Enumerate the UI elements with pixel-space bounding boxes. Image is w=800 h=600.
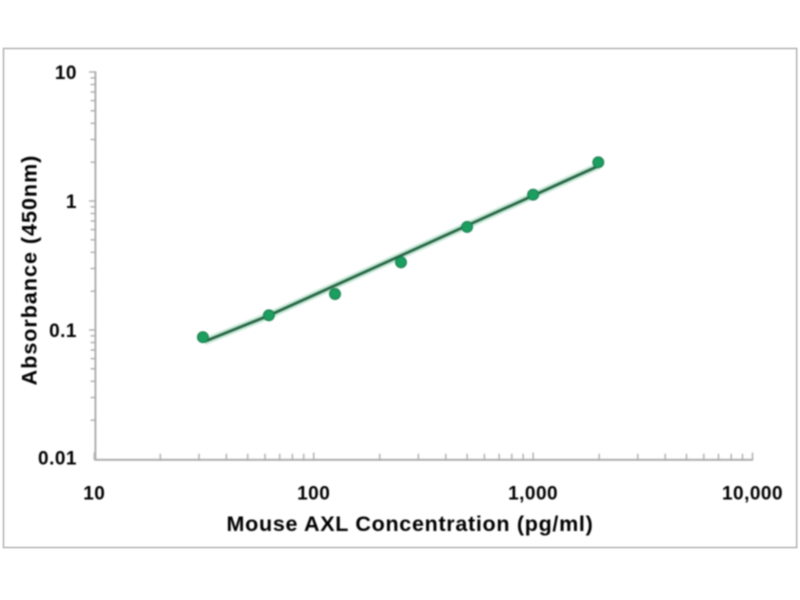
svg-text:1,000: 1,000	[508, 484, 558, 505]
svg-text:10: 10	[55, 63, 77, 84]
svg-text:0.01: 0.01	[38, 448, 77, 469]
svg-text:Absorbance (450nm): Absorbance (450nm)	[18, 155, 42, 386]
svg-text:10,000: 10,000	[722, 484, 783, 505]
svg-text:100: 100	[297, 484, 330, 505]
svg-text:0.1: 0.1	[49, 321, 77, 342]
svg-text:10: 10	[83, 484, 105, 505]
svg-text:1: 1	[66, 192, 77, 213]
svg-text:Mouse AXL Concentration (pg/ml: Mouse AXL Concentration (pg/ml)	[227, 512, 594, 536]
